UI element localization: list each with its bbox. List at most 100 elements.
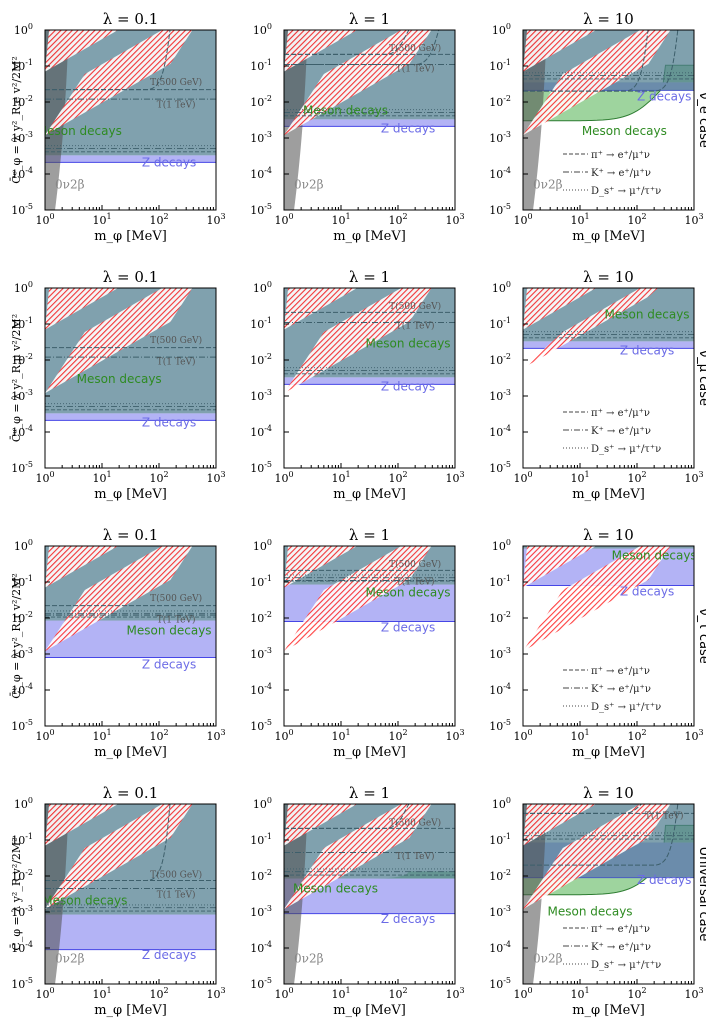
z-label: Z decays — [637, 90, 691, 104]
y-tick-label: 100 — [492, 280, 511, 295]
y-tick-label: 10-1 — [11, 58, 33, 73]
y-tick-label: 10-2 — [489, 868, 511, 883]
z-label: Z decays — [142, 156, 196, 170]
y-tick-label: 10-5 — [250, 976, 272, 991]
t500-label: T(500 GeV) — [150, 593, 202, 604]
y-tick-label: 100 — [14, 22, 33, 37]
meson-label: Meson decays — [605, 308, 690, 322]
axes-frame — [522, 803, 695, 985]
plot-area: 0ν2β Meson decays Z decays T(500 GeV) T(1 Te… — [45, 30, 216, 210]
x-tick-label: 100 — [274, 728, 293, 743]
y-tick-label: 10-3 — [250, 904, 272, 919]
x-axis-label: m_φ [MeV] — [94, 229, 167, 244]
mi-band — [523, 30, 671, 136]
x-tick-label: 101 — [92, 470, 111, 485]
y-tick-label: 10-2 — [11, 352, 33, 367]
legend-text: π⁺ → e⁺/μ⁺ν — [591, 408, 650, 419]
z-label: Z decays — [381, 912, 435, 926]
si-band — [523, 804, 597, 846]
x-tick-label: 103 — [206, 470, 225, 485]
y-tick-label: 10-4 — [250, 166, 272, 181]
y-tick-label: 10-3 — [250, 130, 272, 145]
z-label: Z decays — [620, 585, 674, 599]
t1-label: T(1 TeV) — [396, 851, 435, 862]
panel: Meson decays Z decays T(500 GeV) T(1 TeV) λ … — [250, 526, 464, 760]
axes-frame — [44, 803, 217, 985]
legend-text: π⁺ → e⁺/μ⁺ν — [591, 666, 650, 677]
plot-area: 0ν2β Meson decays Z decays π⁺ → e⁺/μ⁺ν K⁺ → … — [523, 30, 694, 210]
y-tick-label: 10-2 — [489, 94, 511, 109]
x-tick-label: 103 — [445, 728, 464, 743]
mi-band — [284, 30, 432, 136]
y-tick-label: 10-1 — [11, 574, 33, 589]
y-tick-label: 10-2 — [250, 868, 272, 883]
y-tick-label: 10-2 — [250, 352, 272, 367]
x-axis-label: m_φ [MeV] — [333, 745, 406, 760]
z-label: Z decays — [142, 657, 196, 671]
axes-frame — [283, 545, 456, 727]
y-tick-label: 10-2 — [11, 868, 33, 883]
x-tick-label: 100 — [274, 212, 293, 227]
y-tick-label: 100 — [253, 538, 272, 553]
z-label: Z decays — [381, 380, 435, 394]
legend: π⁺ → e⁺/μ⁺ν K⁺ → e⁺/μ⁺ν D_s⁺ → μ⁺/τ⁺ν — [563, 666, 661, 713]
x-tick-label: 102 — [388, 728, 407, 743]
x-tick-label: 103 — [684, 470, 703, 485]
x-tick-label: 102 — [149, 470, 168, 485]
panel-title: λ = 1 — [349, 784, 390, 802]
x-tick-label: 102 — [388, 212, 407, 227]
x-axis-label: m_φ [MeV] — [572, 1003, 645, 1018]
panel: 0ν2β Meson decays Z decays T(500 GeV) T(1 Te… — [11, 10, 225, 244]
x-tick-label: 102 — [149, 986, 168, 1001]
t500-label: T(500 GeV) — [389, 301, 441, 312]
y-tick-label: 10-2 — [489, 352, 511, 367]
z-label: Z decays — [142, 416, 196, 430]
x-tick-label: 101 — [92, 728, 111, 743]
y-tick-label: 100 — [253, 796, 272, 811]
si-band — [523, 288, 597, 330]
x-axis-label: m_φ [MeV] — [333, 229, 406, 244]
y-tick-label: 10-1 — [250, 58, 272, 73]
x-tick-label: 102 — [627, 212, 646, 227]
si-band — [284, 546, 358, 588]
x-tick-label: 101 — [570, 212, 589, 227]
plot-area: 0ν2β Meson decays Z decays T(1 TeV) π⁺ → e⁺/… — [523, 804, 694, 984]
legend-text: K⁺ → e⁺/μ⁺ν — [591, 942, 651, 953]
meson-label: Meson decays — [77, 372, 162, 386]
panel: 0ν2β Meson decays Z decays T(1 TeV) π⁺ → e⁺/… — [489, 784, 703, 1018]
plot-area: 0ν2β Meson decays Z decays T(500 GeV) T(1 Te… — [284, 804, 455, 984]
x-tick-label: 102 — [149, 728, 168, 743]
z-decays-band — [45, 914, 216, 950]
plot-area: Meson decays Z decays T(500 GeV) T(1 TeV) — [284, 288, 455, 394]
t500-label: T(500 GeV) — [389, 43, 441, 54]
x-tick-label: 102 — [388, 986, 407, 1001]
mi-band — [45, 288, 193, 394]
cooling-curve — [523, 804, 649, 814]
nu2b-label: 0ν2β — [533, 177, 563, 191]
y-tick-label: 10-3 — [489, 130, 511, 145]
y-tick-label: 10-4 — [489, 682, 511, 697]
cooling-curve — [284, 30, 440, 66]
y-tick-label: 10-5 — [250, 460, 272, 475]
cooling-curve — [523, 804, 679, 866]
mi-band — [284, 288, 432, 394]
axes-frame — [44, 545, 217, 727]
x-tick-label: 101 — [570, 986, 589, 1001]
t500-label: T(500 GeV) — [389, 559, 441, 570]
meson-label: Meson decays — [366, 337, 451, 351]
nu2b-label: 0ν2β — [55, 951, 85, 965]
y-tick-label: 10-2 — [11, 94, 33, 109]
y-tick-label: 10-4 — [250, 424, 272, 439]
meson-label: Meson decays — [612, 549, 697, 563]
panel-title: λ = 0.1 — [103, 10, 158, 28]
x-tick-label: 101 — [331, 470, 350, 485]
si-band — [523, 546, 597, 588]
y-tick-label: 10-5 — [11, 976, 33, 991]
y-tick-label: 10-1 — [250, 832, 272, 847]
y-tick-label: 10-1 — [11, 316, 33, 331]
cooling-curve — [284, 804, 410, 829]
z-decays-band — [284, 119, 455, 127]
y-tick-label: 10-3 — [11, 646, 33, 661]
meson-label: Meson decays — [548, 904, 633, 918]
